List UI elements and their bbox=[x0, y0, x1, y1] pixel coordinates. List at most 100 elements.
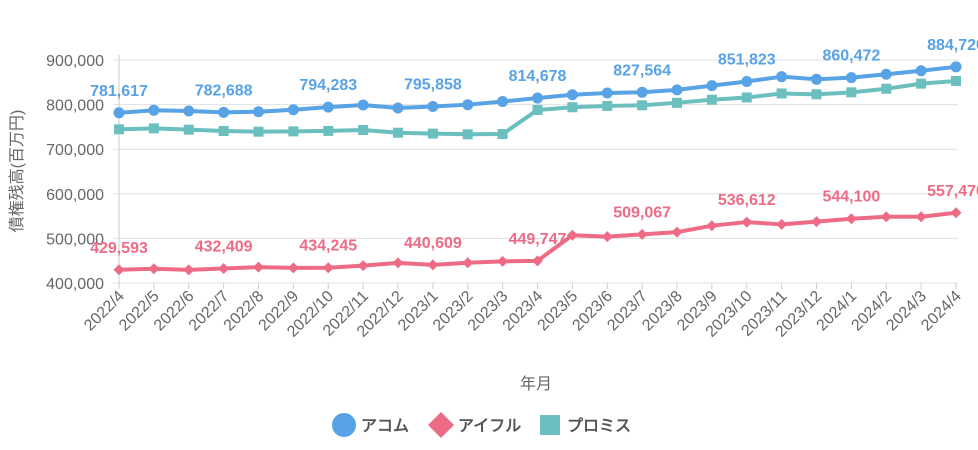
data-point bbox=[427, 128, 438, 139]
data-point bbox=[322, 101, 334, 113]
data-label: 432,409 bbox=[195, 239, 253, 256]
x-axis-title: 年月 bbox=[520, 375, 552, 393]
data-label: 782,688 bbox=[195, 82, 253, 99]
data-label: 536,612 bbox=[718, 192, 776, 209]
data-point bbox=[183, 264, 195, 276]
data-point bbox=[322, 262, 334, 274]
data-point bbox=[392, 102, 404, 114]
data-label: 794,283 bbox=[299, 77, 357, 94]
data-point bbox=[776, 218, 788, 230]
data-point bbox=[845, 72, 857, 84]
data-label: 827,564 bbox=[613, 62, 671, 79]
y-tick-label: 400,000 bbox=[46, 276, 104, 293]
data-point bbox=[218, 263, 230, 275]
data-point bbox=[566, 89, 578, 101]
data-point bbox=[287, 262, 299, 274]
data-point bbox=[532, 255, 543, 267]
data-point bbox=[113, 107, 125, 119]
data-point bbox=[741, 216, 753, 228]
data-point bbox=[393, 127, 403, 138]
data-point bbox=[880, 211, 892, 223]
x-axis: 2022/42022/52022/62022/72022/82022/92022… bbox=[81, 283, 965, 341]
data-point bbox=[741, 92, 752, 103]
data-point bbox=[741, 75, 753, 87]
y-tick-label: 800,000 bbox=[46, 98, 104, 115]
data-point bbox=[916, 78, 927, 89]
data-point bbox=[776, 88, 787, 99]
data-label: 795,858 bbox=[404, 76, 462, 93]
legend-label[interactable]: プロミス bbox=[567, 416, 631, 435]
data-point bbox=[636, 86, 648, 98]
data-point bbox=[357, 260, 369, 272]
data-point bbox=[602, 100, 613, 111]
data-point bbox=[532, 92, 543, 104]
data-point bbox=[427, 259, 439, 271]
data-point bbox=[462, 99, 474, 111]
legend-square-icon[interactable] bbox=[540, 415, 560, 435]
data-point bbox=[497, 129, 508, 140]
data-point bbox=[671, 84, 683, 96]
data-label: 509,067 bbox=[613, 204, 671, 221]
data-label: 544,100 bbox=[822, 189, 880, 206]
data-point bbox=[358, 125, 369, 136]
data-point bbox=[601, 231, 613, 243]
x-tick-label: 2024/4 bbox=[918, 288, 965, 335]
data-point bbox=[811, 73, 822, 85]
data-point bbox=[148, 263, 160, 275]
y-tick-label: 600,000 bbox=[46, 187, 104, 204]
data-point bbox=[323, 125, 334, 136]
data-point bbox=[880, 68, 892, 80]
legend-diamond-icon[interactable] bbox=[428, 412, 454, 438]
data-label: 860,472 bbox=[822, 48, 880, 65]
y-axis: 400,000 500,000 600,000 700,000 800,000 900,0… bbox=[46, 53, 104, 293]
data-label: 429,593 bbox=[90, 240, 148, 257]
data-point bbox=[253, 106, 264, 118]
data-point bbox=[288, 126, 299, 137]
data-point bbox=[357, 99, 369, 111]
data-point bbox=[706, 80, 718, 92]
data-point bbox=[218, 126, 229, 137]
data-point bbox=[148, 123, 159, 134]
data-point bbox=[950, 207, 962, 219]
data-point bbox=[392, 257, 404, 269]
data-point bbox=[183, 124, 194, 135]
legend-circle-icon[interactable] bbox=[332, 413, 356, 437]
data-label: 884,720 bbox=[927, 37, 978, 54]
data-point bbox=[462, 129, 473, 140]
data-point bbox=[915, 211, 927, 223]
y-tick-label: 900,000 bbox=[46, 53, 104, 70]
data-point bbox=[811, 216, 822, 228]
data-label: 814,678 bbox=[509, 68, 567, 85]
data-point bbox=[845, 213, 857, 225]
data-point bbox=[672, 97, 682, 108]
data-label: 851,823 bbox=[718, 51, 776, 68]
legend-label[interactable]: アイフル bbox=[458, 418, 521, 435]
data-point bbox=[183, 105, 195, 117]
data-point bbox=[671, 226, 683, 238]
grid bbox=[113, 55, 958, 289]
data-labels: 781,617 782,688 794,283 795,858 814,678 827,5… bbox=[90, 37, 978, 257]
legend-label[interactable]: アコム bbox=[361, 418, 409, 435]
data-point bbox=[532, 104, 543, 115]
data-point bbox=[113, 264, 125, 276]
data-label: 557,470 bbox=[927, 183, 978, 200]
legend[interactable]: アコム アイフル プロミス bbox=[332, 412, 631, 438]
y-axis-title: 債権残高(百万円) bbox=[8, 110, 26, 233]
series bbox=[113, 61, 962, 276]
data-point bbox=[637, 100, 648, 111]
data-point bbox=[566, 229, 578, 241]
data-point bbox=[462, 257, 474, 269]
data-point bbox=[497, 255, 509, 267]
data-label: 434,245 bbox=[299, 238, 357, 255]
data-point bbox=[706, 220, 718, 232]
data-point bbox=[915, 65, 927, 77]
data-point bbox=[253, 126, 264, 137]
data-point bbox=[567, 102, 578, 113]
data-point bbox=[497, 95, 509, 107]
data-point bbox=[951, 75, 961, 86]
data-point bbox=[811, 89, 822, 100]
data-point bbox=[148, 104, 160, 116]
data-point bbox=[881, 83, 892, 94]
y-tick-label: 500,000 bbox=[46, 231, 104, 248]
